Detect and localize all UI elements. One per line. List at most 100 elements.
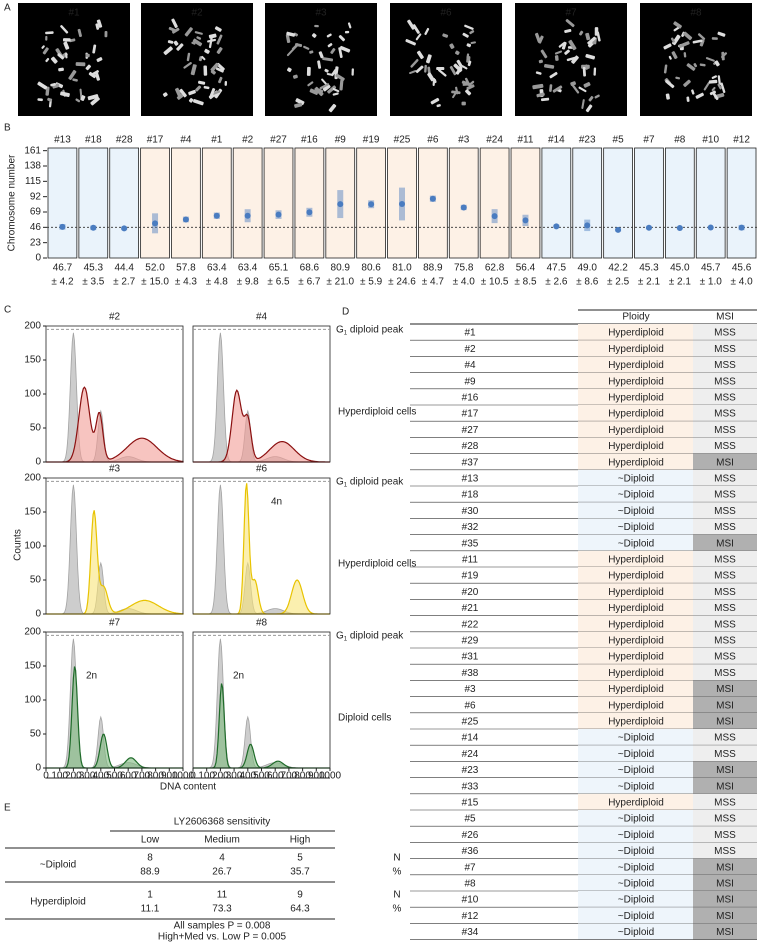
ploidy-cell: [578, 664, 693, 681]
ploidy: ~Diploid: [618, 506, 654, 517]
y-tick-label: 0: [35, 763, 41, 774]
y-tick-label: 150: [24, 661, 41, 672]
y-tick-label: 100: [24, 541, 41, 552]
percent: 88.9: [140, 867, 160, 878]
chromosome: [427, 72, 435, 82]
chromosome: [45, 86, 50, 96]
ploidy-cell: [578, 421, 693, 438]
chromosome: [455, 50, 460, 56]
mean-dot: [491, 213, 498, 220]
image-label: #6: [440, 8, 452, 19]
chromosome: [192, 38, 203, 47]
chromosome: [208, 33, 217, 39]
chromosome: [188, 98, 194, 103]
chromosome: [338, 35, 346, 42]
category-label: #16: [301, 135, 318, 146]
msi-cell: [693, 842, 757, 859]
msi-cell: [693, 712, 757, 729]
chromosome: [549, 71, 558, 79]
mean-dot: [59, 223, 66, 230]
chromosome: [286, 31, 296, 37]
chromosome: [464, 24, 474, 30]
mean-dot: [707, 224, 714, 231]
ploidy-cell: [578, 761, 693, 778]
msi: MSS: [714, 636, 736, 647]
chromosome: [203, 65, 208, 76]
ploidy: Hyperdiploid: [608, 652, 664, 663]
mean-label: 42.2: [608, 263, 628, 274]
sd-label: ± 3.5: [82, 277, 105, 288]
column-bg: [418, 147, 448, 259]
msi-cell: [693, 567, 757, 584]
chromosome: [409, 70, 417, 75]
sample-id: #19: [462, 571, 479, 582]
chromosome: [579, 30, 584, 36]
msi-cell: [693, 631, 757, 648]
chromosome: [582, 66, 586, 77]
msi-cell: [693, 469, 757, 486]
plot-frame: [192, 477, 331, 615]
chromosome: [311, 33, 317, 38]
reference-histogram: [193, 484, 330, 615]
sample-id: #31: [462, 652, 479, 663]
panel-letter: C: [4, 305, 11, 316]
msi: MSS: [714, 409, 736, 420]
msi: MSS: [714, 441, 736, 452]
sd-label: ± 2.7: [113, 277, 136, 288]
sd-label: ± 2.1: [669, 277, 692, 288]
chromosome: [330, 48, 336, 54]
chromosome: [407, 19, 416, 30]
chromosome: [57, 53, 65, 60]
chromosome: [332, 92, 339, 96]
mean-label: 45.6: [732, 263, 752, 274]
chromosome: [96, 19, 103, 28]
category-label: #1: [211, 135, 223, 146]
ploidy: ~Diploid: [618, 862, 654, 873]
chromosome: [195, 85, 202, 92]
row-label: Hyperdiploid cells: [338, 559, 416, 570]
msi: MSS: [714, 749, 736, 760]
ploidy-cell: [578, 858, 693, 875]
count: 11: [217, 890, 228, 901]
chromosome: [286, 67, 292, 73]
mean-label: 68.6: [300, 263, 320, 274]
image-label: #8: [690, 8, 702, 19]
chromosome: [416, 50, 424, 60]
column-bg: [572, 147, 603, 259]
sample-id: #38: [462, 668, 479, 679]
peak-annotation: 2n: [233, 671, 244, 682]
ploidy: ~Diploid: [618, 911, 654, 922]
mean-dot: [244, 212, 251, 219]
y-axis-title: Counts: [13, 529, 24, 561]
chromosome: [565, 19, 575, 28]
sd-label: ± 4.0: [730, 277, 753, 288]
msi-cell: [693, 324, 757, 341]
histogram: [46, 386, 184, 463]
chromosome: [285, 34, 291, 44]
chromosome: [405, 39, 416, 46]
image-label: #2: [191, 8, 203, 19]
sd-label: ± 8.6: [576, 277, 599, 288]
chromosome: [215, 67, 224, 73]
reference-histogram: [46, 484, 183, 615]
chromosome: [87, 94, 99, 101]
chromosome: [424, 64, 427, 73]
chromosome: [92, 44, 97, 54]
chromosome: [188, 89, 196, 96]
ploidy: ~Diploid: [618, 749, 654, 760]
mean-dot: [738, 224, 745, 231]
ploidy-cell: [578, 907, 693, 924]
ploidy-cell: [578, 534, 693, 551]
chromosome: [455, 66, 463, 75]
mean-dot: [645, 224, 652, 231]
msi-cell: [693, 340, 757, 357]
chromosome: [538, 59, 543, 64]
chromosome: [699, 39, 705, 47]
chromosome: [317, 60, 322, 69]
column-header: High: [290, 835, 311, 846]
chromosome: [717, 31, 726, 37]
msi-cell: [693, 372, 757, 389]
chromosome: [415, 33, 422, 41]
ploidy: Hyperdiploid: [608, 668, 664, 679]
chromosome: [314, 24, 319, 28]
